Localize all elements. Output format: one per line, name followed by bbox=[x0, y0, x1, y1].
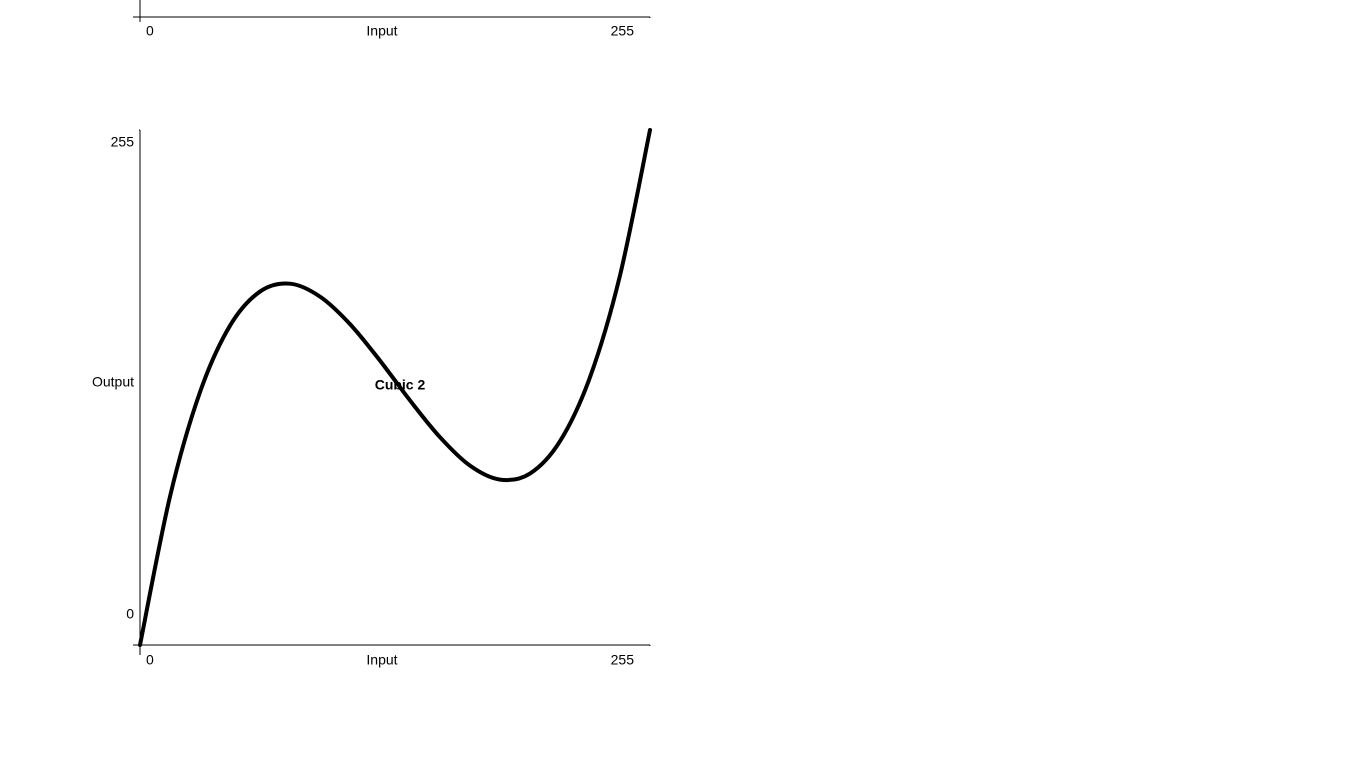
x-tick-label: 255 bbox=[611, 652, 635, 668]
x-tick-label: 255 bbox=[611, 23, 635, 39]
y-tick-label: 255 bbox=[111, 134, 135, 150]
x-axis-label: Input bbox=[366, 23, 397, 39]
x-axis-label: Input bbox=[366, 652, 397, 668]
x-tick-label: 0 bbox=[146, 652, 154, 668]
x-tick-label: 0 bbox=[146, 23, 154, 39]
y-tick-label: 0 bbox=[126, 606, 134, 622]
y-axis-label: Output bbox=[92, 374, 134, 390]
curve bbox=[138, 128, 652, 647]
